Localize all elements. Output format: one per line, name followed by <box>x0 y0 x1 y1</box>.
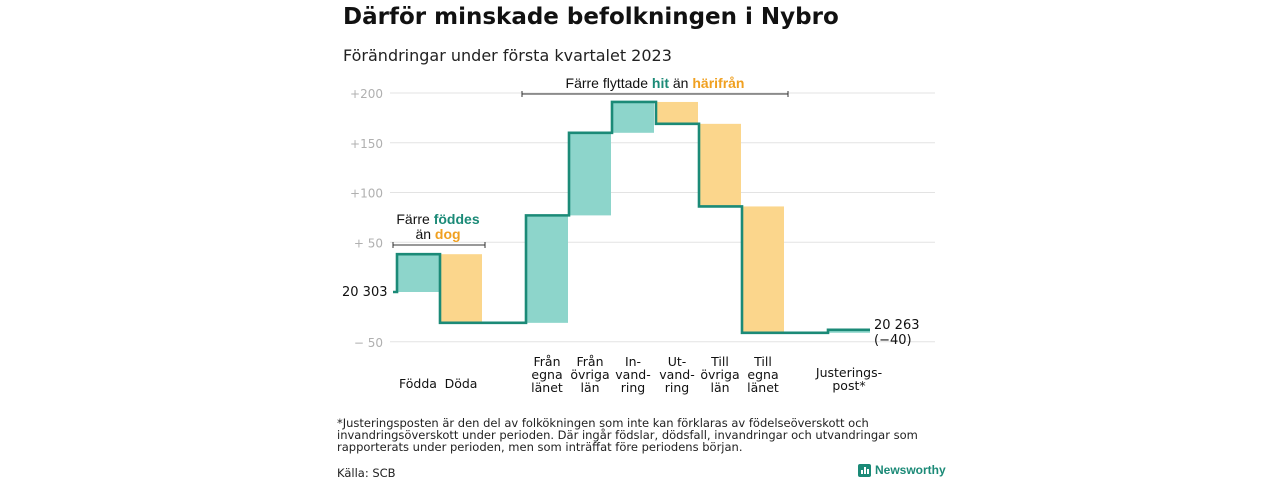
x-category-label: län <box>710 380 729 395</box>
y-tick-label: + 50 <box>354 236 383 250</box>
footnote: *Justeringsposten är den del av folkökni… <box>337 416 918 454</box>
x-category-label: vand- <box>615 367 650 382</box>
waterfall-bar <box>742 206 784 333</box>
x-category-label: Från <box>576 354 603 369</box>
waterfall-bar <box>569 132 611 216</box>
x-category-label: egna <box>531 367 562 382</box>
x-category-label: länet <box>531 380 563 395</box>
start-value-label: 20 303 <box>342 285 388 300</box>
net-change-label: (−40) <box>874 333 912 348</box>
waterfall-bar <box>526 215 568 323</box>
waterfall-bar <box>828 329 870 333</box>
x-category-label: Ut- <box>668 354 687 369</box>
births-annotation-line1: Färre föddes <box>396 211 479 227</box>
y-tick-label: +150 <box>350 137 383 151</box>
x-category-label: ring <box>621 380 645 395</box>
x-category-label: Justerings- <box>815 365 882 380</box>
x-category-label: län <box>580 380 599 395</box>
cumulative-step-line <box>393 100 870 335</box>
waterfall-chart: +200+150+100+ 50− 50 Födda DödaFrånegnalä… <box>342 75 935 395</box>
births-annotation-line2: än dog <box>415 226 460 242</box>
chart-subtitle: Förändringar under första kvartalet 2023 <box>343 46 672 65</box>
x-category-label: Från <box>533 354 560 369</box>
x-category-label: egna <box>747 367 778 382</box>
newsworthy-icon <box>858 463 871 477</box>
x-category-label: Döda <box>445 376 478 391</box>
waterfall-bar <box>656 101 698 124</box>
source-label: Källa: SCB <box>337 466 396 480</box>
brand-name: Newsworthy <box>875 463 946 477</box>
x-category-label: Till <box>710 354 729 369</box>
x-category-label: In- <box>625 354 641 369</box>
waterfall-bar <box>699 123 741 207</box>
waterfall-bar <box>397 254 439 292</box>
end-value-label: 20 263 <box>874 318 920 333</box>
x-category-label: övriga <box>700 367 739 382</box>
x-category-label: Till <box>753 354 772 369</box>
x-category-label: post* <box>832 378 865 393</box>
x-category-label: ring <box>665 380 689 395</box>
x-category-label: vand- <box>659 367 694 382</box>
y-tick-label: +100 <box>350 187 383 201</box>
y-tick-label: − 50 <box>354 336 383 350</box>
x-category-label: länet <box>747 380 779 395</box>
x-category-label: Födda <box>399 376 437 391</box>
waterfall-bar <box>440 254 482 323</box>
migration-annotation: Färre flyttade hit än härifrån <box>566 75 745 91</box>
waterfall-bar <box>612 101 654 133</box>
y-tick-label: +200 <box>350 87 383 101</box>
x-category-label: övriga <box>570 367 609 382</box>
brand-logo: Newsworthy <box>858 463 946 477</box>
chart-title: Därför minskade befolkningen i Nybro <box>343 4 839 30</box>
